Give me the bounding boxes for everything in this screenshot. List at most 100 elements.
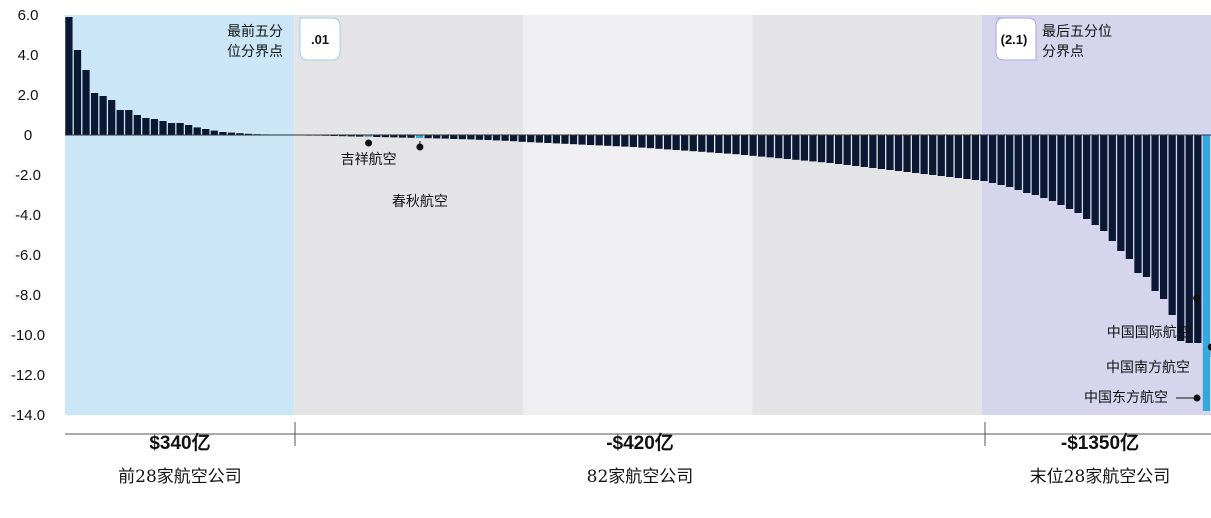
bar <box>133 115 141 135</box>
bar <box>142 118 150 135</box>
bar <box>1185 135 1193 343</box>
top-quintile-value: .01 <box>311 32 329 47</box>
bar <box>347 135 355 137</box>
bar <box>706 135 714 153</box>
bar <box>689 135 697 152</box>
bar <box>971 135 980 180</box>
bar <box>450 135 458 139</box>
bar <box>1125 135 1134 259</box>
bar <box>492 135 501 141</box>
bar <box>535 135 543 143</box>
bar <box>116 110 124 135</box>
bar <box>612 135 620 147</box>
bar <box>809 135 817 162</box>
bar <box>501 135 509 141</box>
top-quintile-label-line-1: 最前五分 <box>227 23 283 40</box>
y-tick-label: -4.0 <box>15 207 41 224</box>
bar <box>244 133 253 135</box>
bar <box>775 135 783 159</box>
bar <box>219 132 227 135</box>
bar <box>415 135 424 138</box>
bar <box>1031 135 1039 195</box>
bottom-quintile-callout <box>995 17 1037 61</box>
bar <box>202 129 210 135</box>
bar <box>800 135 809 161</box>
bar <box>475 135 484 140</box>
bar <box>398 135 407 138</box>
bar <box>90 93 99 135</box>
bar <box>1091 135 1099 225</box>
bar <box>723 135 732 154</box>
bar <box>954 135 962 178</box>
bar <box>1202 135 1210 411</box>
bar <box>552 135 561 144</box>
bar <box>356 135 364 137</box>
bar <box>1168 135 1176 315</box>
bar <box>929 135 937 175</box>
zone-0 <box>65 15 295 415</box>
bar <box>629 135 637 147</box>
y-tick-label: 6.0 <box>18 7 39 24</box>
bar <box>903 135 911 172</box>
bar <box>672 135 680 150</box>
group-1-value: $340亿 <box>149 433 211 454</box>
bar <box>792 135 800 160</box>
bar <box>646 135 655 149</box>
annotation-china-eastern: 中国东方航空 <box>1084 390 1168 406</box>
bar <box>441 135 449 139</box>
bar <box>390 135 398 138</box>
bar <box>561 135 569 144</box>
bottom-quintile-label-line-2: 分界点 <box>1042 44 1084 60</box>
bar <box>1083 135 1091 219</box>
y-tick-label: -2.0 <box>15 167 41 184</box>
group-3-label: 末位28家航空公司 <box>1029 467 1171 487</box>
bar <box>920 135 928 174</box>
bar <box>176 123 184 135</box>
zone-3 <box>752 15 982 415</box>
bar <box>150 119 159 135</box>
bar <box>458 135 466 140</box>
bar <box>1048 135 1057 201</box>
bar <box>185 125 193 135</box>
bar <box>715 135 723 153</box>
bar <box>783 135 791 159</box>
bar <box>433 135 441 139</box>
bar <box>210 130 218 135</box>
top-quintile-label-line-2: 位分界点 <box>227 44 283 60</box>
bar <box>1100 135 1108 231</box>
bar <box>988 135 997 183</box>
bar <box>227 132 236 135</box>
annotation-air-china: 中国国际航空 <box>1107 325 1191 341</box>
y-tick-label: -8.0 <box>15 287 41 304</box>
top-quintile-callout <box>299 17 341 61</box>
bar <box>621 135 629 147</box>
group-3-value: -$1350亿 <box>1060 433 1140 454</box>
bar <box>338 135 347 137</box>
bar <box>193 127 201 135</box>
bar <box>65 17 73 135</box>
bar <box>604 135 612 146</box>
bottom-quintile-value: (2.1) <box>1001 32 1028 47</box>
zone-2 <box>523 15 753 415</box>
bar <box>860 135 868 167</box>
bar <box>125 110 133 135</box>
bottom-quintile-label-line-1: 最后五分位 <box>1042 24 1112 40</box>
bar <box>1194 135 1202 343</box>
bar <box>655 135 663 149</box>
bar <box>886 135 894 170</box>
bar <box>835 135 843 164</box>
bar <box>1023 135 1031 193</box>
y-tick-label: -6.0 <box>15 247 41 264</box>
bar <box>732 135 740 155</box>
leader-dot <box>1193 394 1201 402</box>
bar <box>510 135 518 142</box>
bar <box>681 135 689 151</box>
bar <box>946 135 954 177</box>
bar <box>236 133 244 135</box>
bar <box>82 70 90 135</box>
bar <box>373 135 381 137</box>
bar <box>167 123 176 135</box>
bar <box>527 135 535 143</box>
annotation-juneyao: 吉祥航空 <box>341 152 397 168</box>
bar <box>663 135 672 150</box>
